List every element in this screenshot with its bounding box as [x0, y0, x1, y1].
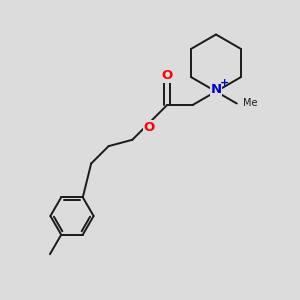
- Text: O: O: [161, 69, 173, 82]
- Text: +: +: [220, 78, 229, 88]
- Text: O: O: [143, 121, 155, 134]
- Text: Me: Me: [243, 98, 258, 109]
- Text: N: N: [210, 83, 222, 96]
